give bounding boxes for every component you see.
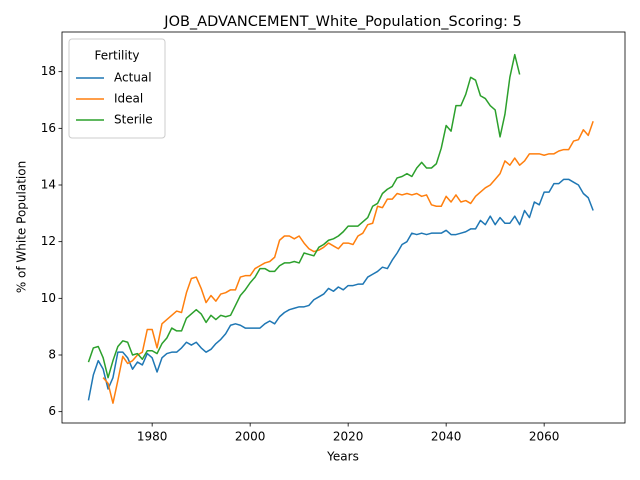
plot-frame <box>61 31 626 424</box>
y-tick-label: 14 <box>41 178 56 192</box>
x-tick-label: 2060 <box>529 430 560 444</box>
y-tick-label: 18 <box>41 64 56 78</box>
series-line <box>102 121 594 404</box>
x-tick-label: 2040 <box>431 430 462 444</box>
x-tick-label: 2020 <box>333 430 364 444</box>
series-line <box>87 178 594 401</box>
y-tick-label: 6 <box>48 404 56 418</box>
legend-label: Ideal <box>114 92 143 106</box>
y-tick-label: 8 <box>48 348 56 362</box>
chart-title: JOB_ADVANCEMENT_White_Population_Scoring… <box>163 14 521 30</box>
y-tick-label: 10 <box>41 291 56 305</box>
x-tick-label: 1980 <box>137 430 168 444</box>
legend-label: Sterile <box>114 113 153 127</box>
y-axis-label: % of White Population <box>15 161 29 293</box>
x-tick-label: 2000 <box>235 430 266 444</box>
legend-title: Fertility <box>94 49 139 63</box>
legend-label: Actual <box>114 71 152 85</box>
series-line <box>87 53 521 379</box>
x-axis-label: Years <box>326 450 359 464</box>
y-tick-label: 12 <box>41 234 56 248</box>
y-tick-label: 16 <box>41 121 56 135</box>
legend-box <box>68 38 166 139</box>
